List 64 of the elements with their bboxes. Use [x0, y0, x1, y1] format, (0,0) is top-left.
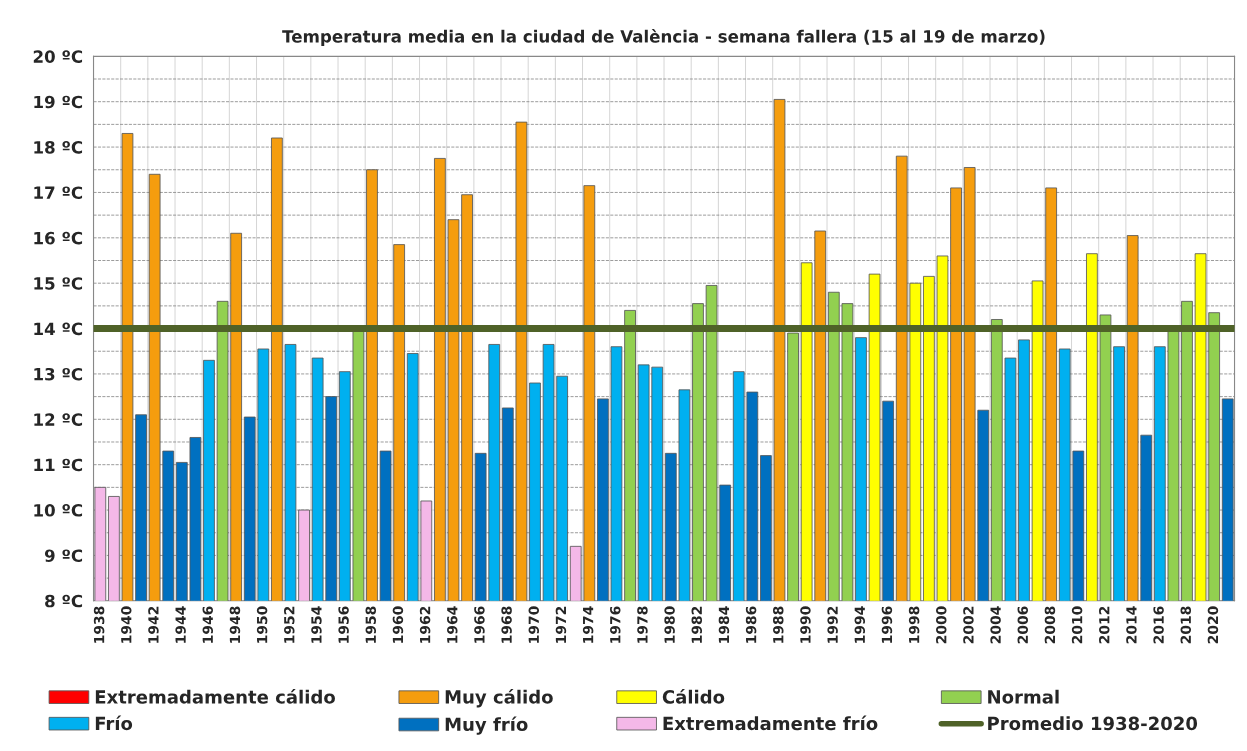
x-tick-label: 1984	[718, 606, 730, 643]
x-tick-label: 1978	[637, 606, 648, 643]
legend-label: Extremadamente frío	[663, 715, 878, 731]
x-tick-label: 1986	[745, 606, 757, 643]
x-tick-label: 2006	[1017, 606, 1029, 644]
x-tick-label: 1994	[854, 606, 866, 643]
x-tick-label: 1956	[338, 606, 349, 643]
y-tick-label: 11 ºC	[34, 458, 83, 472]
x-tick-label: 1944	[175, 606, 186, 643]
legend-label: Frío	[95, 715, 133, 731]
x-tick-label: 1968	[501, 606, 512, 643]
y-tick-label: 16 ºC	[34, 231, 83, 245]
y-tick-label: 14 ºC	[34, 322, 83, 336]
legend-label: Extremadamente cálido	[95, 689, 335, 704]
x-tick-label: 1946	[202, 606, 214, 643]
legend-label: Cálido	[662, 689, 725, 704]
x-tick-label: 1958	[365, 606, 377, 643]
x-tick-label: 1972	[555, 606, 567, 643]
x-tick-label: 2020	[1207, 606, 1219, 644]
x-tick-label: 1976	[610, 606, 621, 643]
x-tick-label: 1940	[121, 606, 132, 643]
x-tick-label: 1954	[311, 606, 322, 643]
x-tick-label: 1988	[773, 606, 784, 643]
y-tick-label: 18 ºC	[34, 141, 83, 154]
x-tick-label: 2008	[1044, 606, 1056, 644]
x-tick-label: 2016	[1153, 606, 1164, 644]
x-tick-label: 1974	[582, 606, 594, 643]
x-tick-label: 1990	[800, 606, 811, 643]
x-tick-label: 2004	[990, 606, 1001, 644]
x-tick-label: 2018	[1180, 606, 1192, 644]
y-tick-label: 19 ºC	[34, 95, 83, 109]
x-tick-label: 1998	[908, 606, 920, 643]
x-tick-label: 1992	[827, 606, 838, 643]
y-tick-label: 13 ºC	[34, 367, 83, 381]
x-tick-label: 1942	[148, 606, 159, 643]
legend-label: Muy cálido	[445, 689, 553, 708]
x-tick-label: 1938	[93, 606, 105, 643]
legend-label: Promedio 1938-2020	[988, 716, 1198, 731]
x-tick-label: 1980	[664, 606, 675, 643]
y-tick-label: 20 ºC	[33, 50, 83, 63]
x-tick-label: 1996	[881, 606, 893, 643]
legend-label: Normal	[988, 689, 1059, 704]
y-tick-label: 10 ºC	[34, 504, 83, 517]
y-tick-label: 8 ºC	[45, 594, 83, 608]
y-tick-label: 12 ºC	[34, 413, 83, 426]
x-tick-label: 2012	[1099, 606, 1110, 644]
x-tick-label: 1952	[284, 606, 295, 643]
x-tick-label: 1948	[229, 606, 241, 643]
x-tick-label: 1950	[256, 606, 268, 643]
x-tick-label: 1960	[392, 606, 404, 643]
y-tick-label: 15 ºC	[34, 277, 83, 290]
y-tick-label: 17 ºC	[34, 186, 83, 200]
x-tick-label: 2002	[963, 606, 974, 644]
x-tick-label: 2010	[1071, 606, 1083, 644]
x-tick-label: 1962	[419, 606, 431, 643]
y-tick-label: 9 ºC	[44, 549, 83, 562]
chart-title: Temperatura media en la ciudad de València - semana fallera (15 al 19 de marzo)	[282, 29, 1045, 46]
x-tick-label: 2014	[1126, 606, 1137, 644]
x-tick-label: 1982	[691, 606, 703, 643]
x-tick-label: 1966	[474, 606, 485, 643]
x-tick-label: 1964	[447, 606, 458, 643]
legend-label: Muy frío	[445, 716, 528, 735]
x-tick-label: 2000	[936, 606, 947, 644]
x-tick-label: 1970	[528, 606, 540, 643]
